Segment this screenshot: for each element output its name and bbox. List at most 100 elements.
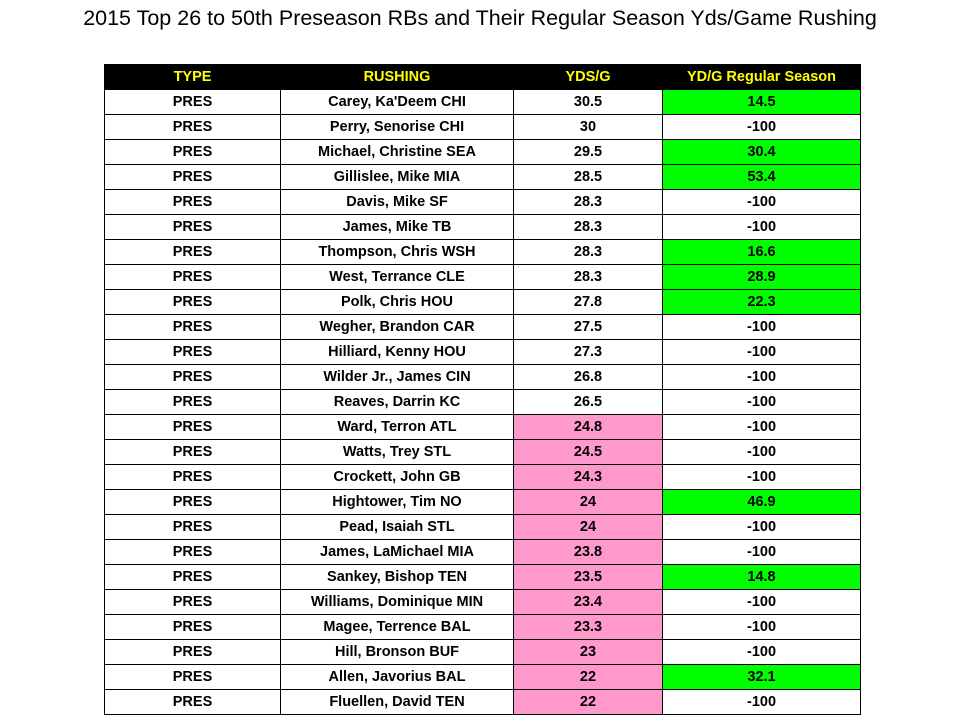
type-cell: PRES <box>104 114 281 140</box>
regular-season-yds-per-game-cell: 16.6 <box>662 239 861 265</box>
table-row: PRES Michael, Christine SEA 29.5 30.4 <box>104 139 861 165</box>
regular-season-yds-per-game-cell: -100 <box>662 314 861 340</box>
table-row: PRES Carey, Ka'Deem CHI 30.5 14.5 <box>104 89 861 115</box>
regular-season-yds-per-game-cell: -100 <box>662 414 861 440</box>
table-row: PRES Wegher, Brandon CAR 27.5 -100 <box>104 314 861 340</box>
player-cell: Fluellen, David TEN <box>280 689 514 715</box>
regular-season-yds-per-game-cell: -100 <box>662 389 861 415</box>
player-cell: Reaves, Darrin KC <box>280 389 514 415</box>
table-row: PRES Sankey, Bishop TEN 23.5 14.8 <box>104 564 861 590</box>
preseason-yds-per-game-cell: 30 <box>513 114 663 140</box>
type-cell: PRES <box>104 389 281 415</box>
table-body: PRES Carey, Ka'Deem CHI 30.5 14.5 PRES Perry,… <box>104 89 861 715</box>
table-row: PRES Hilliard, Kenny HOU 27.3 -100 <box>104 339 861 365</box>
regular-season-yds-per-game-cell: -100 <box>662 589 861 615</box>
table-row: PRES Crockett, John GB 24.3 -100 <box>104 464 861 490</box>
regular-season-yds-per-game-cell: 14.8 <box>662 564 861 590</box>
table-row: PRES Perry, Senorise CHI 30 -100 <box>104 114 861 140</box>
player-cell: Hilliard, Kenny HOU <box>280 339 514 365</box>
table-row: PRES Wilder Jr., James CIN 26.8 -100 <box>104 364 861 390</box>
table-row: PRES Ward, Terron ATL 24.8 -100 <box>104 414 861 440</box>
type-cell: PRES <box>104 214 281 240</box>
preseason-yds-per-game-cell: 30.5 <box>513 89 663 115</box>
player-cell: Pead, Isaiah STL <box>280 514 514 540</box>
regular-season-yds-per-game-cell: 32.1 <box>662 664 861 690</box>
preseason-yds-per-game-cell: 23.4 <box>513 589 663 615</box>
player-cell: Williams, Dominique MIN <box>280 589 514 615</box>
regular-season-yds-per-game-cell: -100 <box>662 514 861 540</box>
regular-season-yds-per-game-cell: -100 <box>662 114 861 140</box>
table-row: PRES James, LaMichael MIA 23.8 -100 <box>104 539 861 565</box>
type-cell: PRES <box>104 164 281 190</box>
player-cell: Hill, Bronson BUF <box>280 639 514 665</box>
type-cell: PRES <box>104 564 281 590</box>
player-cell: Ward, Terron ATL <box>280 414 514 440</box>
regular-season-yds-per-game-cell: -100 <box>662 439 861 465</box>
preseason-yds-per-game-cell: 23.5 <box>513 564 663 590</box>
chart-title: 2015 Top 26 to 50th Preseason RBs and Th… <box>83 6 877 30</box>
column-header-type: TYPE <box>104 64 281 90</box>
preseason-yds-per-game-cell: 28.3 <box>513 189 663 215</box>
type-cell: PRES <box>104 664 281 690</box>
preseason-yds-per-game-cell: 28.3 <box>513 264 663 290</box>
preseason-yds-per-game-cell: 24.3 <box>513 464 663 490</box>
table-row: PRES Gillislee, Mike MIA 28.5 53.4 <box>104 164 861 190</box>
preseason-yds-per-game-cell: 23 <box>513 639 663 665</box>
table-row: PRES Thompson, Chris WSH 28.3 16.6 <box>104 239 861 265</box>
table-row: PRES Hill, Bronson BUF 23 -100 <box>104 639 861 665</box>
preseason-yds-per-game-cell: 28.3 <box>513 239 663 265</box>
preseason-yds-per-game-cell: 24 <box>513 489 663 515</box>
table-row: PRES Davis, Mike SF 28.3 -100 <box>104 189 861 215</box>
preseason-yds-per-game-cell: 22 <box>513 664 663 690</box>
player-cell: James, Mike TB <box>280 214 514 240</box>
preseason-yds-per-game-cell: 27.5 <box>513 314 663 340</box>
player-cell: Perry, Senorise CHI <box>280 114 514 140</box>
column-header-rushing: RUSHING <box>280 64 514 90</box>
regular-season-yds-per-game-cell: -100 <box>662 364 861 390</box>
regular-season-yds-per-game-cell: 53.4 <box>662 164 861 190</box>
regular-season-yds-per-game-cell: -100 <box>662 614 861 640</box>
type-cell: PRES <box>104 639 281 665</box>
preseason-yds-per-game-cell: 24 <box>513 514 663 540</box>
player-cell: Wilder Jr., James CIN <box>280 364 514 390</box>
preseason-yds-per-game-cell: 27.8 <box>513 289 663 315</box>
type-cell: PRES <box>104 514 281 540</box>
rushing-table: TYPE RUSHING YDS/G YD/G Regular Season P… <box>104 64 861 715</box>
table-row: PRES Polk, Chris HOU 27.8 22.3 <box>104 289 861 315</box>
type-cell: PRES <box>104 339 281 365</box>
regular-season-yds-per-game-cell: 14.5 <box>662 89 861 115</box>
type-cell: PRES <box>104 314 281 340</box>
type-cell: PRES <box>104 614 281 640</box>
table-row: PRES West, Terrance CLE 28.3 28.9 <box>104 264 861 290</box>
type-cell: PRES <box>104 264 281 290</box>
type-cell: PRES <box>104 539 281 565</box>
type-cell: PRES <box>104 289 281 315</box>
table-row: PRES Watts, Trey STL 24.5 -100 <box>104 439 861 465</box>
column-header-yds-per-game: YDS/G <box>513 64 663 90</box>
player-cell: Carey, Ka'Deem CHI <box>280 89 514 115</box>
table-row: PRES Hightower, Tim NO 24 46.9 <box>104 489 861 515</box>
player-cell: Michael, Christine SEA <box>280 139 514 165</box>
regular-season-yds-per-game-cell: -100 <box>662 639 861 665</box>
player-cell: West, Terrance CLE <box>280 264 514 290</box>
preseason-yds-per-game-cell: 27.3 <box>513 339 663 365</box>
type-cell: PRES <box>104 239 281 265</box>
regular-season-yds-per-game-cell: -100 <box>662 189 861 215</box>
table-row: PRES Magee, Terrence BAL 23.3 -100 <box>104 614 861 640</box>
regular-season-yds-per-game-cell: -100 <box>662 214 861 240</box>
type-cell: PRES <box>104 489 281 515</box>
type-cell: PRES <box>104 189 281 215</box>
preseason-yds-per-game-cell: 24.5 <box>513 439 663 465</box>
regular-season-yds-per-game-cell: -100 <box>662 339 861 365</box>
player-cell: Polk, Chris HOU <box>280 289 514 315</box>
table-row: PRES Williams, Dominique MIN 23.4 -100 <box>104 589 861 615</box>
table-row: PRES Allen, Javorius BAL 22 32.1 <box>104 664 861 690</box>
table-row: PRES James, Mike TB 28.3 -100 <box>104 214 861 240</box>
player-cell: Davis, Mike SF <box>280 189 514 215</box>
regular-season-yds-per-game-cell: 30.4 <box>662 139 861 165</box>
type-cell: PRES <box>104 589 281 615</box>
regular-season-yds-per-game-cell: -100 <box>662 539 861 565</box>
preseason-yds-per-game-cell: 23.3 <box>513 614 663 640</box>
player-cell: Watts, Trey STL <box>280 439 514 465</box>
type-cell: PRES <box>104 364 281 390</box>
